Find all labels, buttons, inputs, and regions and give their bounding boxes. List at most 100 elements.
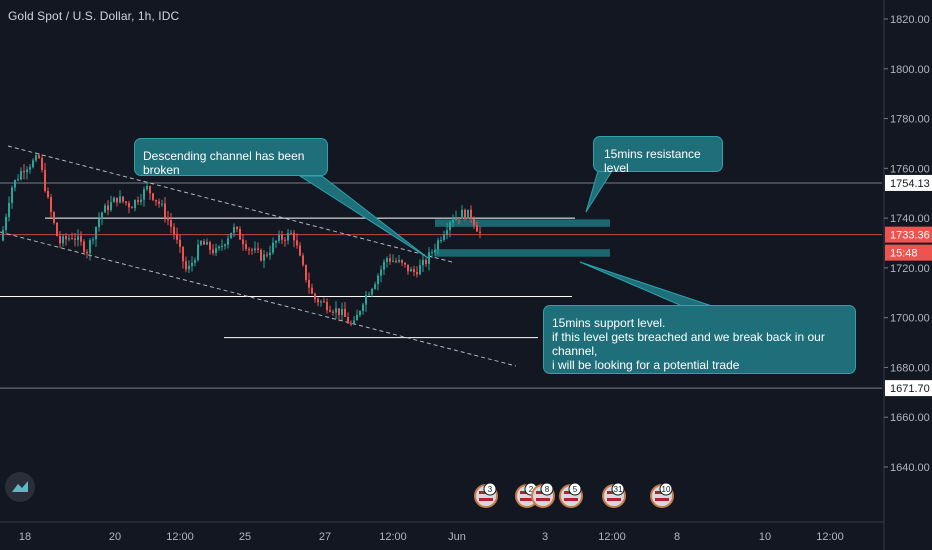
candle-bullish: [221, 246, 223, 248]
candle-bearish: [65, 236, 67, 240]
candle-bullish: [437, 240, 439, 250]
candle-bullish: [341, 309, 343, 315]
flag-stripe: [520, 498, 534, 501]
annotation-channel-broken[interactable]: Descending channel has been broken: [134, 138, 328, 177]
event-count-badge: [568, 482, 582, 496]
candle-bullish: [383, 261, 385, 270]
x-tick-label: Jun: [448, 531, 466, 543]
candle-bearish: [311, 287, 313, 294]
candle-bearish: [137, 200, 139, 202]
candle-bearish: [266, 254, 268, 256]
annotation-support[interactable]: 15mins support level. if this level gets…: [543, 305, 856, 374]
price-label-countdown: 15:48: [890, 248, 918, 260]
candle-bullish: [353, 320, 355, 324]
x-tick-label: 8: [674, 531, 680, 543]
x-tick-label: 3: [542, 531, 548, 543]
candle-bullish: [11, 187, 13, 203]
event-marker[interactable]: 3: [474, 482, 498, 508]
tradingview-logo[interactable]: [5, 472, 35, 502]
candle-bearish: [476, 225, 478, 232]
event-marker[interactable]: 5: [559, 482, 583, 508]
pointer-channel: [298, 175, 429, 259]
candle-bearish: [458, 217, 460, 219]
candle-bearish: [344, 309, 346, 317]
horizontal-levels: [0, 182, 882, 389]
candle-bearish: [38, 155, 40, 158]
candle-bullish: [398, 260, 400, 262]
candle-bearish: [152, 193, 154, 200]
candle-bullish: [362, 304, 364, 311]
candle-bullish: [197, 244, 199, 261]
event-count-badge: [659, 482, 673, 496]
candle-bearish: [389, 258, 391, 262]
event-count-label: 31: [614, 485, 623, 494]
x-tick-label: 27: [319, 531, 331, 543]
candle-bearish: [23, 171, 25, 173]
candle-bearish: [308, 279, 310, 288]
candle-bullish: [278, 234, 280, 241]
candle-bearish: [317, 299, 319, 303]
candle-bullish: [377, 275, 379, 285]
event-markers[interactable]: 3 2 8 5 31 10: [474, 482, 674, 508]
price-label-countdown-bg: [885, 244, 932, 261]
candle-bullish: [101, 212, 103, 219]
candle-bullish: [104, 205, 106, 213]
candle-bullish: [17, 179, 19, 181]
y-tick-label: 1680.00: [890, 362, 930, 374]
candle-bullish: [449, 222, 451, 231]
candle-bearish: [401, 260, 403, 263]
candle-bearish: [314, 293, 316, 300]
candle-bearish: [236, 226, 238, 230]
candle-bullish: [233, 226, 235, 233]
event-marker[interactable]: 10: [650, 482, 674, 508]
candle-bearish: [293, 232, 295, 241]
annotation-resistance[interactable]: 15mins resistance level: [593, 136, 723, 175]
candle-bearish: [245, 244, 247, 249]
candle-bearish: [158, 201, 160, 204]
candle-bearish: [149, 186, 151, 194]
price-label-current-bg: [885, 226, 932, 243]
candle-bullish: [215, 248, 217, 254]
candle-bullish: [335, 308, 337, 313]
candle-bearish: [209, 242, 211, 250]
candle-bearish: [242, 239, 244, 245]
candle-bullish: [254, 248, 256, 251]
support-zone: [435, 249, 610, 257]
candle-bullish: [140, 199, 142, 202]
event-count-badge: [611, 482, 625, 496]
candle-bearish: [41, 157, 43, 170]
pointer-resistance: [585, 170, 613, 213]
price-label-high-bg: [885, 174, 932, 191]
candle-bullish: [110, 202, 112, 211]
candle-bullish: [374, 284, 376, 289]
candle-bearish: [239, 229, 241, 240]
event-count-label: 8: [545, 485, 550, 494]
x-tick-label: 12:00: [379, 531, 407, 543]
candle-bullish: [194, 260, 196, 263]
price-axis: 1640.00 1660.00 1680.00 1700.00 1720.00 1740.…: [883, 0, 932, 550]
candle-bullish: [380, 269, 382, 276]
flag-stripe: [479, 498, 493, 501]
y-tick-label: 1760.00: [890, 163, 930, 175]
candle-bullish: [188, 266, 190, 270]
candle-bearish: [167, 217, 169, 221]
y-tick-label: 1820.00: [890, 14, 930, 26]
candle-bearish: [131, 207, 133, 209]
candlestick-series: [2, 152, 481, 327]
candle-bearish: [176, 234, 178, 240]
candle-bullish: [434, 249, 436, 253]
candle-bullish: [287, 232, 289, 241]
event-marker[interactable]: 8: [531, 482, 555, 508]
candle-bullish: [365, 294, 367, 305]
candle-bullish: [35, 155, 37, 161]
candle-bearish: [257, 248, 259, 250]
candle-bearish: [296, 240, 298, 246]
candle-bullish: [230, 232, 232, 239]
x-tick-label: 12:00: [598, 531, 626, 543]
candle-bullish: [68, 238, 70, 240]
x-tick-label: 12:00: [166, 531, 194, 543]
candle-bullish: [32, 160, 34, 168]
candle-bullish: [98, 218, 100, 228]
event-marker[interactable]: 31: [602, 482, 626, 508]
